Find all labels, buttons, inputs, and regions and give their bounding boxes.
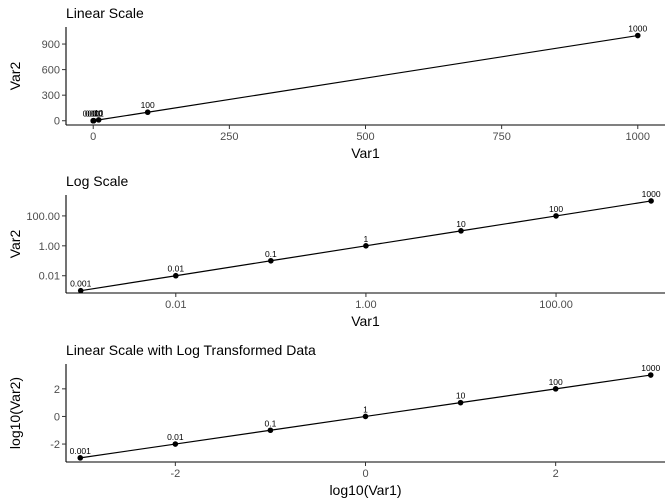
data-point [458,228,464,234]
y-tick-label: 0.01 [39,271,60,283]
x-tick-label: 0.01 [165,299,186,311]
x-axis-title: Var1 [351,145,380,161]
data-point [172,441,179,447]
x-axis-title: Var1 [351,313,380,329]
y-tick-label: 2 [54,384,60,396]
data-label: 0.1 [265,249,277,259]
data-point [268,257,274,264]
data-label: 1 [91,109,96,119]
y-tick-label: 0 [54,411,60,423]
y-tick-label: 600 [42,65,60,77]
data-point [647,372,654,378]
data-label: 0.01 [167,432,184,442]
x-tick-label: 0 [90,131,96,143]
x-tick-label: 100.00 [539,299,573,311]
data-label: 1000 [641,363,660,373]
data-point [95,117,102,123]
data-label: 0.001 [83,109,105,119]
data-point [634,32,641,39]
x-tick-label: 500 [356,131,374,143]
x-tick-label: 1000 [626,131,650,143]
data-point [552,386,559,392]
data-label: 10 [94,108,104,118]
data-point [90,117,97,124]
data-label: 100 [141,100,155,110]
data-point [172,272,179,279]
x-axis-title: log10(Var1) [329,482,401,498]
data-label: 1 [363,404,368,414]
data-point [362,413,369,420]
x-tick-label: 250 [220,131,238,143]
data-point [457,399,464,406]
series-line [93,34,638,122]
data-label: 0.1 [265,418,277,428]
data-point [363,243,369,249]
y-axis-title: log10(Var2) [7,377,23,449]
data-label: 0.1 [87,109,99,119]
x-tick-label: -2 [170,468,180,480]
data-label: 100 [549,204,563,214]
chart-title: Linear Scale with Log Transformed Data [66,342,316,358]
y-tick-label: -2 [50,439,60,451]
data-label: 0.001 [70,446,92,456]
x-tick-label: 2 [553,468,559,480]
data-label: 100 [549,377,563,387]
x-tick-label: 1.00 [355,299,376,311]
data-point [553,213,559,219]
data-label: 0.01 [85,109,102,119]
data-label: 10 [456,391,466,401]
data-label: 1000 [628,24,647,34]
y-tick-label: 900 [42,39,60,51]
chart-title: Log Scale [66,173,128,189]
chart-panel-3: Linear Scale with Log Transformed Data -2… [7,342,665,498]
y-axis-title: Var2 [7,62,23,91]
data-point [648,198,654,204]
y-tick-label: 100.00 [26,211,60,223]
x-tick-label: 0 [362,468,368,480]
data-point [77,287,84,294]
data-point [144,109,151,116]
x-tick-label: 750 [492,131,510,143]
chart-title: Linear Scale [66,5,144,21]
data-point [77,455,84,461]
data-label: 0.001 [70,279,92,289]
data-label: 10 [456,219,466,229]
data-label: 1 [364,234,369,244]
data-label: 0.01 [168,264,185,274]
data-label: 1000 [642,189,661,199]
data-point [267,427,274,434]
y-tick-label: 300 [42,90,60,102]
y-tick-label: 0 [54,116,60,128]
chart-panel-1: Linear Scale 0 250 500 750 1000 0 300 600 900 Var1… [7,5,665,161]
y-tick-label: 1.00 [39,241,60,253]
y-axis-title: Var2 [7,230,23,259]
